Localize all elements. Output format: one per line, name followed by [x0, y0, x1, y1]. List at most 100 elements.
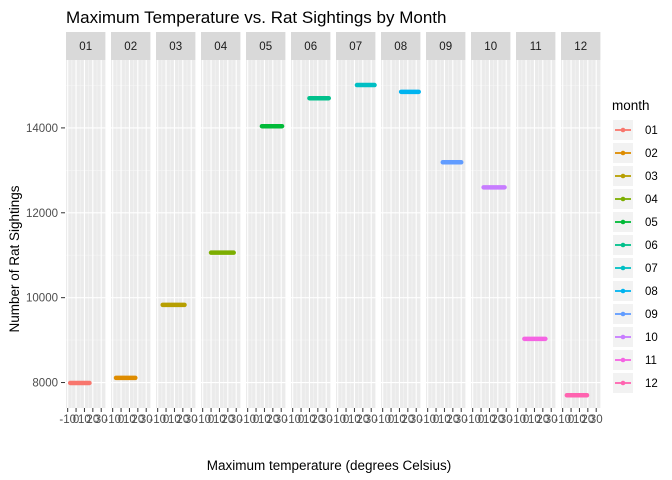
x-tick-label: 10: [78, 414, 91, 426]
facet-strip: [516, 32, 556, 60]
x-tick-label: 10: [168, 414, 181, 426]
x-tick-label: 30: [410, 414, 423, 426]
x-tick-label: -10: [194, 414, 211, 426]
legend-key-point: [620, 219, 626, 225]
facet-strip-label: 04: [214, 41, 227, 53]
legend-label: 12: [645, 378, 658, 390]
x-tick-label: 0: [298, 414, 304, 426]
x-tick-label: 0: [73, 414, 79, 426]
legend-item-12: 12: [613, 373, 658, 393]
legend-label: 09: [645, 309, 658, 321]
x-tick-label: 30: [185, 414, 198, 426]
legend-item-08: 08: [613, 281, 658, 301]
x-tick-label: -10: [509, 414, 526, 426]
panel-background: [291, 60, 331, 408]
facet-strip-label: 09: [439, 41, 452, 53]
facet-strip: [111, 32, 151, 60]
facet-strip: [561, 32, 601, 60]
x-tick-label: 0: [208, 414, 214, 426]
x-tick-label: 0: [253, 414, 259, 426]
x-tick-label: 30: [140, 414, 153, 426]
facet-strip-label: 01: [79, 41, 92, 53]
facet-strip: [201, 32, 241, 60]
facet-strip: [291, 32, 331, 60]
y-tick-label: 12000: [26, 208, 58, 220]
facet-strip-label: 07: [349, 41, 362, 53]
x-tick-label: 20: [581, 414, 594, 426]
panel-background: [471, 60, 511, 408]
facet-strip-label: 11: [530, 41, 542, 53]
legend-key-point: [620, 334, 626, 340]
x-tick-label: 20: [401, 414, 414, 426]
legend-label: 11: [645, 355, 657, 367]
x-tick-label: 20: [491, 414, 504, 426]
legend-item-03: 03: [613, 166, 658, 186]
x-tick-label: 30: [230, 414, 243, 426]
x-tick-label: -10: [329, 414, 346, 426]
legend-key-point: [620, 150, 626, 156]
facet-strip-label: 10: [484, 41, 497, 53]
panel-background: [111, 60, 151, 408]
x-tick-label: 30: [545, 414, 558, 426]
legend-key-point: [620, 380, 626, 386]
y-axis-title: Number of Rat Sightings: [7, 185, 22, 332]
x-tick-label: 20: [131, 414, 144, 426]
legend-key-point: [620, 288, 626, 294]
panel-background: [246, 60, 286, 408]
x-tick-label: 10: [483, 414, 496, 426]
x-tick-label: 10: [303, 414, 316, 426]
x-tick-label: 30: [320, 414, 333, 426]
x-tick-label: -10: [284, 414, 301, 426]
x-tick-label: 10: [123, 414, 136, 426]
panel-background: [516, 60, 556, 408]
x-tick-label: 20: [356, 414, 369, 426]
legend-label: 03: [645, 171, 658, 183]
x-tick-label: 20: [311, 414, 324, 426]
x-tick-label: 30: [365, 414, 378, 426]
facet-strip: [381, 32, 421, 60]
legend-key-point: [620, 311, 626, 317]
legend-label: 04: [645, 194, 658, 206]
x-tick-label: 10: [573, 414, 586, 426]
facet-strip-label: 08: [394, 41, 407, 53]
legend-label: 02: [645, 148, 658, 160]
panel-background: [561, 60, 601, 408]
chart-title: Maximum Temperature vs. Rat Sightings by…: [66, 8, 446, 27]
facet-strip: [66, 32, 106, 60]
x-tick-label: 0: [568, 414, 574, 426]
legend-item-10: 10: [613, 327, 658, 347]
legend-label: 07: [645, 263, 658, 275]
x-tick-label: -10: [239, 414, 256, 426]
x-tick-label: 30: [590, 414, 603, 426]
legend-label: 08: [645, 286, 658, 298]
panel-background: [336, 60, 376, 408]
facet-strip-label: 03: [169, 41, 182, 53]
x-tick-label: 0: [523, 414, 529, 426]
y-tick-label: 10000: [26, 293, 58, 305]
legend-item-11: 11: [613, 350, 657, 370]
legend-key-point: [620, 196, 626, 202]
y-axis: 8000 10000 12000 14000: [26, 123, 65, 390]
x-tick-label: -10: [59, 414, 76, 426]
x-tick-label: 20: [266, 414, 279, 426]
x-tick-label: 0: [118, 414, 124, 426]
y-tick-label: 14000: [26, 123, 58, 135]
x-tick-label: 0: [163, 414, 169, 426]
legend-label: 10: [645, 332, 658, 344]
x-tick-label: 10: [348, 414, 361, 426]
facet-strip-label: 02: [124, 41, 137, 53]
x-tick-label: 0: [343, 414, 349, 426]
x-tick-label: -10: [149, 414, 166, 426]
panel-background: [201, 60, 241, 408]
panel-background: [426, 60, 466, 408]
x-tick-label: 20: [86, 414, 99, 426]
